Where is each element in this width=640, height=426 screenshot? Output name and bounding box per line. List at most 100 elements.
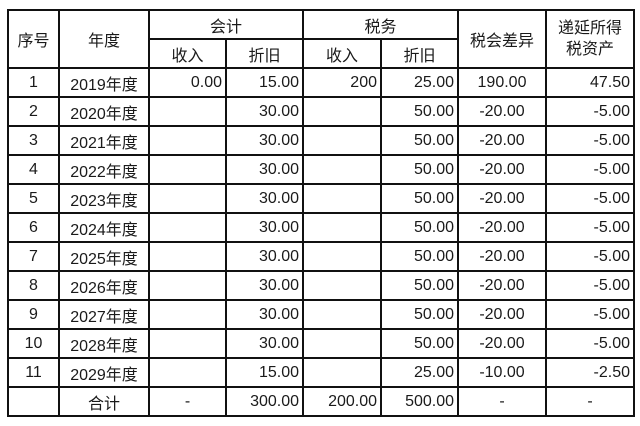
table-row: 7 2025年度 30.00 50.00 -20.00 -5.00: [7, 241, 635, 272]
header-dta-line2: 税资产: [565, 41, 614, 58]
cell-dta: -5.00: [545, 270, 635, 301]
cell-tax-income: [302, 96, 382, 127]
cell-year: 2022年度: [58, 154, 150, 185]
cell-seq: 2: [7, 96, 60, 127]
cell-tax-income: [302, 299, 382, 330]
cell-acc-income: [148, 270, 227, 301]
cell-year: 2019年度: [58, 67, 150, 98]
header-seq: 序号: [7, 9, 60, 69]
cell-acc-depreciation: 30.00: [225, 154, 304, 185]
cell-dta: -5.00: [545, 183, 635, 214]
header-tax-depreciation: 折旧: [380, 38, 459, 69]
table-body: 1 2019年度 0.00 15.00 200 25.00 190.00 47.50 2 2020…: [7, 67, 635, 388]
header-acc-income: 收入: [148, 38, 227, 69]
cell-dta: -5.00: [545, 96, 635, 127]
cell-tax-income: [302, 212, 382, 243]
cell-acc-income: [148, 328, 227, 359]
cell-difference: -20.00: [457, 125, 547, 156]
cell-difference: -10.00: [457, 357, 547, 388]
cell-acc-depreciation: 30.00: [225, 270, 304, 301]
cell-acc-income: [148, 212, 227, 243]
cell-tax-depreciation: 50.00: [380, 241, 459, 272]
cell-tax-depreciation: 25.00: [380, 357, 459, 388]
cell-seq: 5: [7, 183, 60, 214]
header-accounting: 会计: [148, 9, 304, 40]
total-dta: -: [545, 386, 635, 417]
cell-seq: 11: [7, 357, 60, 388]
cell-tax-income: [302, 270, 382, 301]
cell-difference: -20.00: [457, 241, 547, 272]
cell-difference: -20.00: [457, 212, 547, 243]
cell-seq: 9: [7, 299, 60, 330]
cell-dta: 47.50: [545, 67, 635, 98]
cell-tax-depreciation: 50.00: [380, 154, 459, 185]
cell-tax-depreciation: 25.00: [380, 67, 459, 98]
cell-tax-depreciation: 50.00: [380, 270, 459, 301]
table-row: 8 2026年度 30.00 50.00 -20.00 -5.00: [7, 270, 635, 301]
cell-tax-depreciation: 50.00: [380, 183, 459, 214]
total-tax-depreciation: 500.00: [380, 386, 459, 417]
table-row: 6 2024年度 30.00 50.00 -20.00 -5.00: [7, 212, 635, 243]
cell-tax-income: [302, 154, 382, 185]
cell-dta: -5.00: [545, 328, 635, 359]
cell-dta: -5.00: [545, 241, 635, 272]
header-year: 年度: [58, 9, 150, 69]
cell-acc-income: [148, 299, 227, 330]
cell-acc-depreciation: 30.00: [225, 212, 304, 243]
cell-year: 2021年度: [58, 125, 150, 156]
cell-difference: -20.00: [457, 328, 547, 359]
cell-seq: 7: [7, 241, 60, 272]
header-acc-depreciation: 折旧: [225, 38, 304, 69]
cell-tax-depreciation: 50.00: [380, 212, 459, 243]
cell-year: 2024年度: [58, 212, 150, 243]
cell-acc-income: [148, 154, 227, 185]
header-deferred-tax-asset: 递延所得 税资产: [545, 9, 635, 69]
cell-tax-depreciation: 50.00: [380, 96, 459, 127]
cell-acc-income: 0.00: [148, 67, 227, 98]
cell-tax-income: [302, 328, 382, 359]
cell-tax-income: [302, 357, 382, 388]
cell-year: 2028年度: [58, 328, 150, 359]
table-row: 1 2019年度 0.00 15.00 200 25.00 190.00 47.50: [7, 67, 635, 98]
table-row: 9 2027年度 30.00 50.00 -20.00 -5.00: [7, 299, 635, 330]
total-label: 合计: [58, 386, 150, 417]
cell-difference: -20.00: [457, 299, 547, 330]
cell-tax-depreciation: 50.00: [380, 328, 459, 359]
cell-dta: -5.00: [545, 125, 635, 156]
cell-dta: -5.00: [545, 212, 635, 243]
cell-acc-depreciation: 30.00: [225, 241, 304, 272]
cell-seq: 6: [7, 212, 60, 243]
cell-acc-depreciation: 30.00: [225, 299, 304, 330]
cell-acc-depreciation: 30.00: [225, 183, 304, 214]
header-tax-income: 收入: [302, 38, 382, 69]
table-row: 10 2028年度 30.00 50.00 -20.00 -5.00: [7, 328, 635, 359]
cell-year: 2027年度: [58, 299, 150, 330]
total-seq: [7, 386, 60, 417]
cell-seq: 3: [7, 125, 60, 156]
cell-acc-depreciation: 30.00: [225, 96, 304, 127]
cell-tax-income: [302, 125, 382, 156]
cell-year: 2023年度: [58, 183, 150, 214]
cell-year: 2025年度: [58, 241, 150, 272]
cell-acc-depreciation: 15.00: [225, 357, 304, 388]
cell-dta: -5.00: [545, 154, 635, 185]
cell-acc-income: [148, 96, 227, 127]
cell-seq: 4: [7, 154, 60, 185]
cell-difference: 190.00: [457, 67, 547, 98]
cell-acc-depreciation: 15.00: [225, 67, 304, 98]
cell-difference: -20.00: [457, 96, 547, 127]
total-difference: -: [457, 386, 547, 417]
total-row: 合计 - 300.00 200.00 500.00 - -: [7, 386, 635, 417]
total-acc-income: -: [148, 386, 227, 417]
cell-difference: -20.00: [457, 270, 547, 301]
cell-difference: -20.00: [457, 183, 547, 214]
cell-tax-depreciation: 50.00: [380, 125, 459, 156]
cell-seq: 10: [7, 328, 60, 359]
cell-acc-income: [148, 183, 227, 214]
cell-acc-depreciation: 30.00: [225, 125, 304, 156]
table-row: 11 2029年度 15.00 25.00 -10.00 -2.50: [7, 357, 635, 388]
cell-seq: 8: [7, 270, 60, 301]
cell-acc-income: [148, 241, 227, 272]
cell-tax-income: 200: [302, 67, 382, 98]
